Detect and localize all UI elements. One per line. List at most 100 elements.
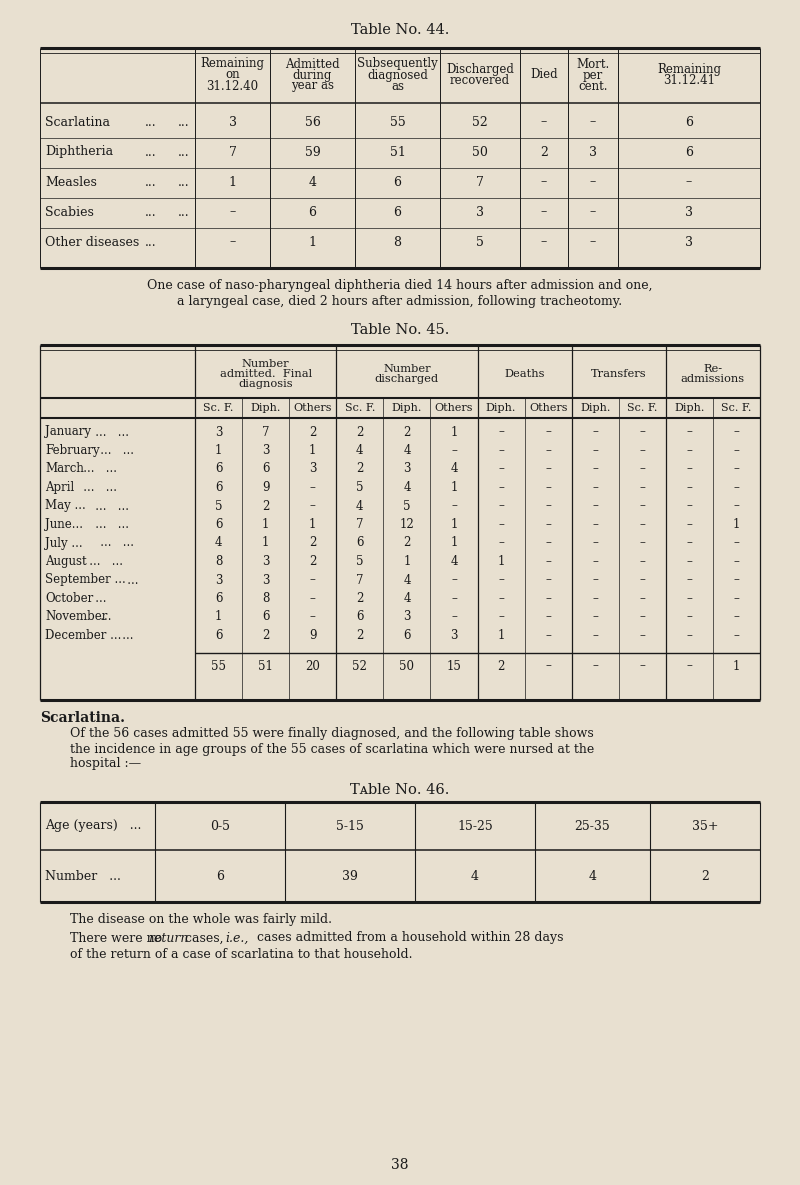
Text: 6: 6 — [214, 592, 222, 606]
Text: 8: 8 — [215, 555, 222, 568]
Text: Diph.: Diph. — [674, 403, 705, 414]
Text: April: April — [45, 481, 74, 494]
Text: ...   ...: ... ... — [73, 481, 118, 494]
Text: –: – — [734, 592, 739, 606]
Text: Other diseases: Other diseases — [45, 236, 139, 249]
Text: 1: 1 — [450, 481, 458, 494]
Text: 3: 3 — [229, 115, 237, 128]
Text: 1: 1 — [498, 629, 505, 642]
Text: 1: 1 — [403, 555, 410, 568]
Text: –: – — [498, 574, 504, 587]
Text: –: – — [545, 518, 551, 531]
Text: 1: 1 — [309, 236, 317, 249]
Text: Of the 56 cases admitted 55 were finally diagnosed, and the following table show: Of the 56 cases admitted 55 were finally… — [70, 728, 594, 741]
Text: –: – — [592, 592, 598, 606]
Text: –: – — [686, 574, 692, 587]
Text: 2: 2 — [309, 555, 316, 568]
Text: 2: 2 — [403, 425, 410, 438]
Text: –: – — [734, 555, 739, 568]
Text: –: – — [545, 537, 551, 550]
Text: –: – — [639, 555, 646, 568]
Text: Others: Others — [294, 403, 332, 414]
Text: Number: Number — [383, 364, 430, 374]
Text: –: – — [545, 462, 551, 475]
Text: Table No. 45.: Table No. 45. — [351, 324, 449, 337]
Text: 2: 2 — [262, 500, 270, 512]
Text: 2: 2 — [540, 146, 548, 159]
Text: –: – — [498, 462, 504, 475]
Text: 2: 2 — [701, 870, 709, 883]
Text: 3: 3 — [685, 236, 693, 249]
Text: 38: 38 — [391, 1158, 409, 1172]
Text: –: – — [590, 175, 596, 188]
Text: –: – — [734, 481, 739, 494]
Text: –: – — [592, 444, 598, 457]
Text: 2: 2 — [309, 537, 316, 550]
Text: Diph.: Diph. — [250, 403, 281, 414]
Text: ...: ... — [89, 610, 111, 623]
Text: –: – — [545, 660, 551, 673]
Text: –: – — [592, 500, 598, 512]
Text: There were no: There were no — [70, 931, 166, 944]
Text: 59: 59 — [305, 146, 320, 159]
Text: Diph.: Diph. — [392, 403, 422, 414]
Text: 1: 1 — [733, 518, 740, 531]
Text: 3: 3 — [589, 146, 597, 159]
Text: 4: 4 — [214, 537, 222, 550]
Text: –: – — [545, 425, 551, 438]
Text: –: – — [541, 236, 547, 249]
Text: Sc. F.: Sc. F. — [345, 403, 375, 414]
Text: ...   ...: ... ... — [89, 537, 134, 550]
Text: –: – — [734, 500, 739, 512]
Text: 7: 7 — [356, 574, 363, 587]
Text: 6: 6 — [403, 629, 410, 642]
Text: 4: 4 — [403, 592, 410, 606]
Text: 52: 52 — [352, 660, 367, 673]
Text: –: – — [592, 481, 598, 494]
Text: –: – — [590, 115, 596, 128]
Text: ...: ... — [83, 592, 106, 606]
Text: ...: ... — [145, 146, 157, 159]
Text: –: – — [590, 236, 596, 249]
Text: 25-35: 25-35 — [574, 820, 610, 833]
Text: discharged: discharged — [375, 374, 439, 384]
Text: –: – — [545, 555, 551, 568]
Text: 2: 2 — [403, 537, 410, 550]
Text: 50: 50 — [399, 660, 414, 673]
Text: 3: 3 — [450, 629, 458, 642]
Text: 5: 5 — [214, 500, 222, 512]
Text: –: – — [639, 425, 646, 438]
Text: ...: ... — [145, 236, 157, 249]
Text: 1: 1 — [262, 518, 270, 531]
Text: –: – — [639, 444, 646, 457]
Text: 1: 1 — [309, 518, 316, 531]
Text: 3: 3 — [403, 610, 410, 623]
Text: –: – — [310, 500, 316, 512]
Text: 1: 1 — [733, 660, 740, 673]
Text: –: – — [590, 205, 596, 218]
Text: Diph.: Diph. — [486, 403, 516, 414]
Text: recovered: recovered — [450, 73, 510, 87]
Text: 52: 52 — [472, 115, 488, 128]
Text: ...   ...: ... ... — [83, 425, 129, 438]
Text: –: – — [686, 462, 692, 475]
Text: ...: ... — [178, 146, 190, 159]
Text: –: – — [545, 610, 551, 623]
Text: January: January — [45, 425, 91, 438]
Text: March: March — [45, 462, 84, 475]
Text: 6: 6 — [685, 146, 693, 159]
Text: admissions: admissions — [681, 374, 745, 384]
Text: 51: 51 — [390, 146, 406, 159]
Text: 2: 2 — [262, 629, 270, 642]
Text: –: – — [686, 518, 692, 531]
Text: 5: 5 — [403, 500, 410, 512]
Text: 20: 20 — [306, 660, 320, 673]
Text: 4: 4 — [450, 555, 458, 568]
Text: Admitted: Admitted — [285, 58, 340, 70]
Text: –: – — [686, 629, 692, 642]
Text: ...   ...: ... ... — [83, 500, 129, 512]
Text: 6: 6 — [214, 481, 222, 494]
Text: 3: 3 — [262, 574, 270, 587]
Text: 6: 6 — [394, 175, 402, 188]
Text: 3: 3 — [262, 555, 270, 568]
